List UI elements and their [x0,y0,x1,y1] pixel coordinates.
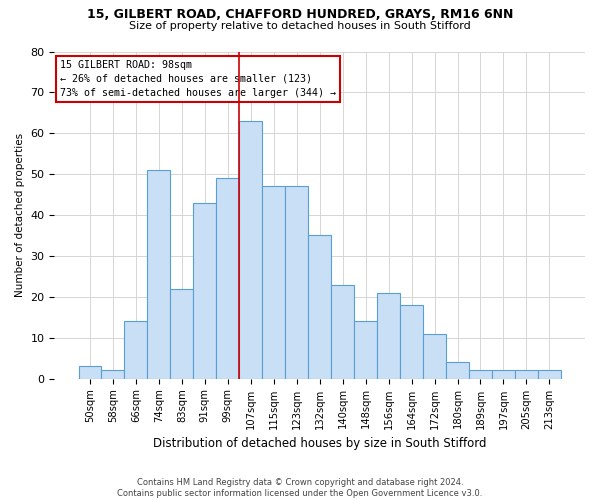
Bar [101,370,124,378]
Y-axis label: Number of detached properties: Number of detached properties [15,133,25,297]
Bar [469,370,492,378]
Bar [538,370,561,378]
Text: 15 GILBERT ROAD: 98sqm
← 26% of detached houses are smaller (123)
73% of semi-de: 15 GILBERT ROAD: 98sqm ← 26% of detached… [60,60,336,98]
Bar [492,370,515,378]
Text: 15, GILBERT ROAD, CHAFFORD HUNDRED, GRAYS, RM16 6NN: 15, GILBERT ROAD, CHAFFORD HUNDRED, GRAY… [87,8,513,20]
Bar [423,334,446,378]
Bar [262,186,285,378]
Bar [377,292,400,378]
Bar [446,362,469,378]
Bar [170,288,193,378]
Bar [217,178,239,378]
Bar [354,322,377,378]
Bar [400,305,423,378]
Bar [148,170,170,378]
X-axis label: Distribution of detached houses by size in South Stifford: Distribution of detached houses by size … [153,437,487,450]
Bar [193,203,217,378]
Bar [124,322,148,378]
Text: Contains HM Land Registry data © Crown copyright and database right 2024.
Contai: Contains HM Land Registry data © Crown c… [118,478,482,498]
Bar [515,370,538,378]
Bar [79,366,101,378]
Bar [331,284,354,378]
Bar [308,236,331,378]
Bar [285,186,308,378]
Bar [239,121,262,378]
Text: Size of property relative to detached houses in South Stifford: Size of property relative to detached ho… [129,21,471,31]
